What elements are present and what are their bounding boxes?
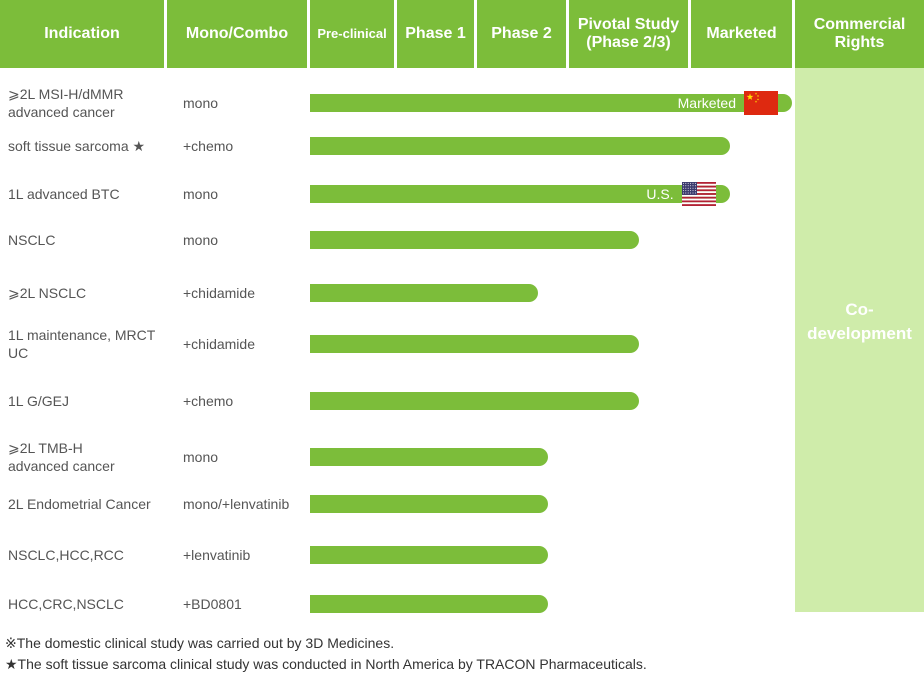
indication-label: 1L G/GEJ [8,392,166,410]
indication-label: 1L maintenance, MRCT UC [8,326,166,362]
header-marketed-label: Marketed [706,25,777,42]
regimen-label: mono [183,95,219,111]
indication-line: 1L G/GEJ [8,393,69,409]
indication-label: ⩾2L NSCLC [8,284,166,302]
progress-bar [310,495,548,513]
progress-bar [310,137,730,155]
header-preclinical: Pre-clinical [310,0,394,68]
indication-line: 1L maintenance, MRCT [8,327,156,343]
indication-label: 1L advanced BTC [8,185,166,203]
header-pivotal: Pivotal Study (Phase 2/3) [569,0,688,68]
progress-bar [310,546,548,564]
header-rights-line2: Rights [834,34,885,51]
progress-bar [310,185,730,203]
header-preclinical-label: Pre-clinical [317,26,387,41]
regimen-label: +lenvatinib [183,547,251,563]
us-flag [681,182,716,211]
indication-line: advanced cancer [8,458,115,474]
footnote-sarcoma: ★The soft tissue sarcoma clinical study … [5,656,647,672]
regimen-label: mono [183,232,219,248]
bar-label: Marketed [677,95,736,111]
china-flag [744,91,778,120]
header-phase2: Phase 2 [477,0,566,68]
commercial-rights-value: Co- development [795,298,924,346]
indication-line: ⩾2L TMB-H [8,440,83,456]
regimen-label: mono [183,449,219,465]
regimen-label: mono/+lenvatinib [183,496,290,512]
indication-line: soft tissue sarcoma ★ [8,138,146,154]
footnote-domestic: ※The domestic clinical study was carried… [5,635,395,651]
header-rights-line1: Commercial [813,16,906,33]
progress-bar [310,392,640,410]
regimen-label: mono [183,186,219,202]
indication-line: 2L Endometrial Cancer [8,496,151,512]
indication-line: ⩾2L MSI-H/dMMR [8,86,124,102]
progress-bar [310,284,539,302]
indication-label: NSCLC,HCC,RCC [8,546,166,564]
progress-bar [310,94,792,112]
indication-label: HCC,CRC,NSCLC [8,595,166,613]
header-phase2-label: Phase 2 [491,25,552,42]
indication-line: NSCLC [8,232,56,248]
china-flag-icon [744,91,778,115]
regimen-label: +BD0801 [183,596,242,612]
regimen-label: +chemo [183,393,234,409]
bar-label: U.S. [646,186,674,202]
progress-bar [310,335,640,353]
indication-line: NSCLC,HCC,RCC [8,547,124,563]
regimen-label: +chidamide [183,336,255,352]
indication-label: NSCLC [8,231,166,249]
us-flag-icon [681,182,716,207]
progress-bar [310,231,640,249]
header-phase1: Phase 1 [397,0,474,68]
header-pivotal-line2: (Phase 2/3) [586,34,671,51]
indication-label: soft tissue sarcoma ★ [8,137,166,155]
header-pivotal-line1: Pivotal Study [577,16,680,33]
indication-line: advanced cancer [8,104,115,120]
progress-bar [310,448,548,466]
regimen-label: +chidamide [183,285,255,301]
indication-line: ⩾2L NSCLC [8,285,87,301]
header-indication-label: Indication [44,25,120,42]
progress-bar [310,595,548,613]
commercial-rights-column [795,68,924,612]
indication-label: ⩾2L TMB-H advanced cancer [8,439,166,475]
indication-label: 2L Endometrial Cancer [8,495,166,513]
header-phase1-label: Phase 1 [405,25,466,42]
header-mono-combo: Mono/Combo [167,0,307,68]
rights-value-line2: development [807,324,912,343]
regimen-label: +chemo [183,138,234,154]
header-mono-combo-label: Mono/Combo [185,25,289,42]
indication-line: UC [8,345,29,361]
indication-label: ⩾2L MSI-H/dMMR advanced cancer [8,85,166,121]
indication-line: 1L advanced BTC [8,186,120,202]
rights-value-line1: Co- [845,300,874,319]
header-commercial-rights: Commercial Rights [795,0,924,68]
header-marketed: Marketed [691,0,792,68]
header-indication: Indication [0,0,164,68]
indication-line: HCC,CRC,NSCLC [8,596,124,612]
